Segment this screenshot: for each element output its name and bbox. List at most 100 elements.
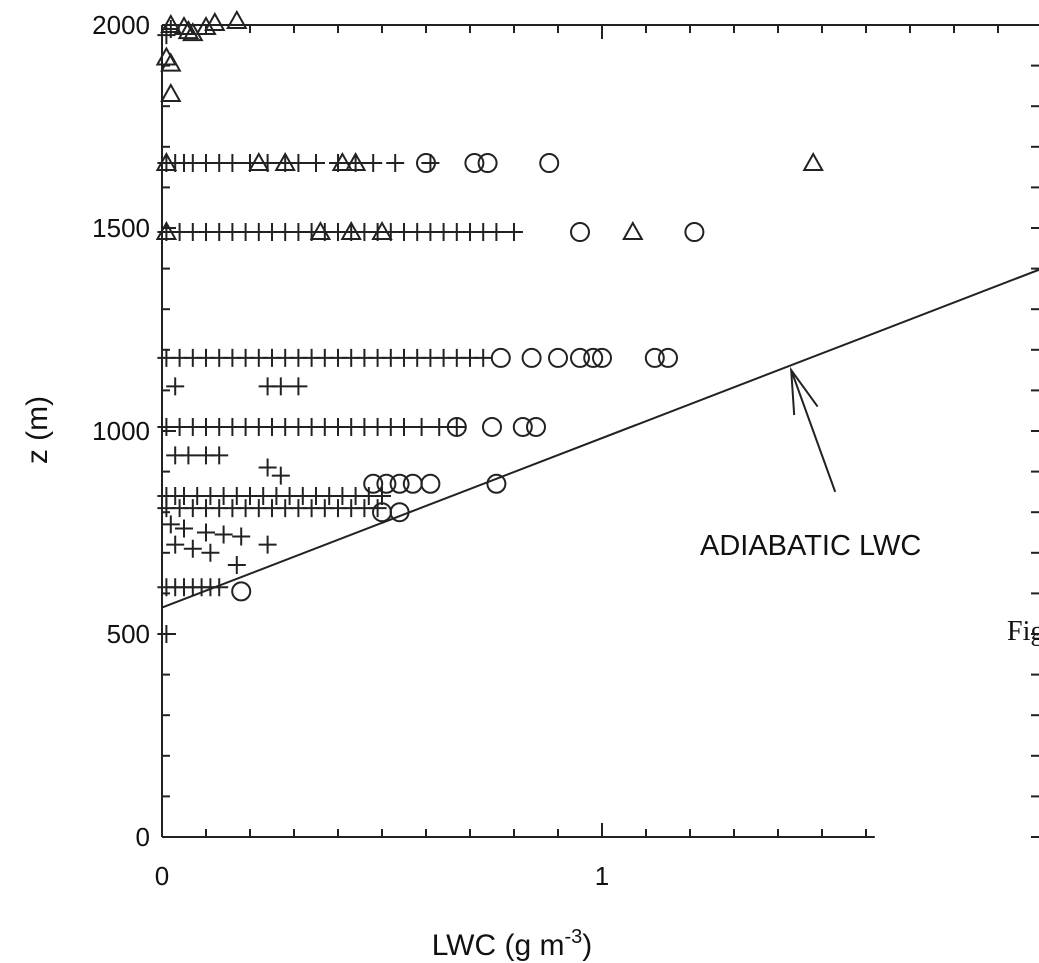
plus-marker: [157, 625, 176, 643]
circle-marker: [592, 347, 612, 368]
circle-marker: [464, 153, 485, 174]
triangle-marker: [204, 11, 226, 31]
plus-marker: [447, 417, 466, 436]
x-axis-title: LWC (g m-3): [432, 926, 593, 962]
plus-marker: [161, 515, 180, 534]
circle-marker: [526, 416, 546, 437]
circle-marker: [583, 347, 604, 368]
plus-marker: [307, 154, 325, 173]
plus-marker: [175, 519, 193, 538]
triangle-marker: [155, 221, 178, 241]
triangle-marker: [622, 221, 644, 241]
plus-marker: [232, 527, 251, 546]
data-marker-layer: [155, 9, 824, 643]
triangle-marker: [195, 15, 217, 36]
x-axis-title-main: LWC (g m: [432, 929, 565, 962]
circle-marker: [684, 222, 705, 243]
y-tick-label: 2000: [92, 10, 150, 40]
plus-marker: [201, 543, 220, 562]
circle-marker: [512, 416, 533, 437]
tick-labels: 0 1 0 500 1000 1500 2000: [92, 10, 609, 891]
plus-marker: [179, 446, 198, 465]
triangle-marker: [160, 13, 182, 33]
plus-marker: [227, 555, 246, 574]
plus-marker: [210, 578, 229, 597]
plus-marker: [487, 223, 506, 242]
circle-marker: [376, 473, 397, 494]
y-tick-label: 0: [136, 822, 150, 852]
triangle-marker: [173, 15, 195, 36]
circle-marker: [420, 473, 441, 494]
adiabatic-line-layer: [161, 268, 1039, 609]
axes-frame: [161, 24, 1039, 838]
plus-marker: [395, 417, 413, 436]
annotation-adiabatic-lwc: ADIABATIC LWC: [700, 530, 921, 562]
circle-marker: [521, 347, 542, 368]
circle-marker: [482, 416, 502, 437]
plus-marker: [505, 223, 523, 242]
triangle-marker: [274, 152, 296, 172]
triangle-marker: [802, 152, 824, 172]
circle-marker: [446, 416, 467, 437]
plus-marker: [258, 458, 277, 477]
x-tick-label: 1: [595, 861, 609, 891]
triangle-marker: [155, 152, 178, 172]
circle-marker: [486, 473, 507, 494]
y-axis-title: z (m): [21, 396, 54, 464]
plus-marker: [166, 535, 185, 554]
circle-marker: [363, 473, 384, 494]
plus-marker: [166, 377, 185, 396]
plus-marker: [210, 446, 229, 465]
triangle-marker: [226, 9, 248, 29]
annotation-layer: ADIABATIC LWC Fig: [700, 366, 1039, 647]
plus-marker: [214, 525, 233, 544]
triangle-marker: [248, 152, 270, 172]
y-tick-label: 1500: [92, 213, 150, 243]
plus-marker: [289, 154, 308, 173]
circle-marker: [416, 153, 436, 174]
figure-label-fragment: Fig: [1007, 616, 1039, 647]
plus-marker: [368, 499, 387, 518]
plus-marker: [386, 154, 405, 173]
plus-marker: [271, 377, 290, 396]
plus-marker: [289, 377, 308, 396]
plus-marker: [223, 154, 242, 173]
triangle-marker: [160, 52, 182, 72]
triangle-marker: [371, 221, 393, 241]
triangle-marker: [160, 82, 182, 103]
plus-marker: [421, 154, 440, 173]
plus-marker: [412, 417, 431, 436]
annotation-arrowhead: [789, 366, 819, 416]
plus-marker: [373, 486, 391, 505]
triangle-marker: [340, 221, 362, 241]
triangle-marker: [309, 221, 332, 241]
circle-marker: [539, 153, 560, 174]
plus-marker: [197, 523, 215, 542]
plus-marker: [364, 154, 383, 173]
triangle-marker: [177, 20, 200, 40]
circle-marker: [402, 473, 423, 494]
circle-marker: [231, 581, 252, 602]
triangle-marker: [331, 152, 354, 172]
circle-marker: [389, 502, 410, 523]
adiabatic-lwc-line: [161, 268, 1039, 609]
plus-marker: [258, 535, 277, 554]
circle-marker: [477, 153, 498, 174]
x-axis-title-close: ): [582, 929, 592, 962]
plus-marker: [474, 348, 493, 367]
circle-marker: [490, 347, 511, 368]
circle-marker: [389, 473, 410, 494]
x-axis-title-superscript: -3: [564, 926, 582, 948]
y-tick-label: 1000: [92, 416, 150, 446]
y-tick-label: 500: [107, 619, 150, 649]
circle-marker: [548, 347, 568, 368]
annotation-arrow: [790, 369, 837, 493]
plus-marker: [430, 417, 449, 436]
triangle-marker: [344, 152, 367, 172]
circle-marker: [644, 347, 665, 368]
circle-marker: [570, 347, 590, 368]
circle-marker: [570, 222, 590, 243]
circle-marker: [372, 502, 392, 523]
